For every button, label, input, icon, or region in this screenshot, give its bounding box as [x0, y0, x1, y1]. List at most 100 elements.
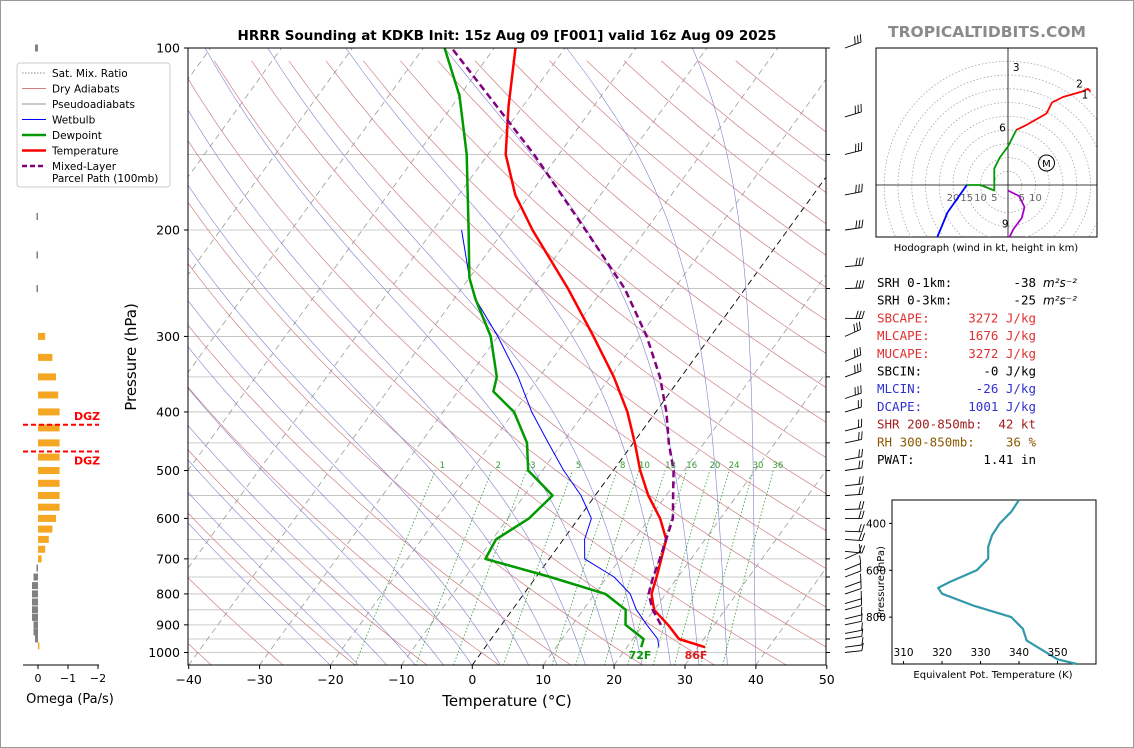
barb-staff	[844, 614, 862, 620]
barb-staff	[844, 635, 862, 640]
omega-bar	[36, 213, 38, 220]
theta-e-x-tick-label: 330	[971, 647, 991, 659]
dry-adiabat	[188, 324, 572, 665]
barb-flag	[853, 324, 856, 333]
barb-staff	[844, 392, 862, 399]
y-tick-label: 1000	[148, 645, 180, 660]
moist-adiabat	[188, 387, 444, 665]
barb-flag	[855, 184, 857, 193]
barb-flag	[858, 544, 861, 553]
mixing-ratio-line	[551, 470, 618, 665]
barb-flag	[861, 524, 865, 532]
wind-barb	[844, 363, 862, 378]
index-value: 36 %	[1006, 434, 1037, 449]
skewt-axes: −40 −30 −20 −10 0 10 20 30 40 50 100 200 300 400 500 60…	[122, 41, 835, 711]
y-tick-label: 200	[156, 222, 180, 237]
mixing-ratio-line	[354, 470, 436, 665]
theta-e-x-tick-label: 340	[1009, 647, 1029, 659]
omega-axis-label: Omega (Pa/s)	[26, 692, 114, 707]
barb-flag	[858, 476, 861, 485]
wind-barb	[844, 460, 864, 471]
wind-barb	[844, 385, 862, 399]
isotherm-line	[400, 78, 826, 665]
wind-barb	[844, 637, 864, 648]
wind-barb	[844, 219, 864, 231]
theta-e-x-tick-label: 310	[894, 647, 914, 659]
barb-flag	[858, 449, 860, 458]
y-tick-label: 700	[156, 551, 180, 566]
moist-adiabat	[188, 459, 388, 665]
barb-flag	[858, 257, 861, 266]
isotherm-line	[188, 48, 424, 374]
mixing-ratio-line	[700, 470, 754, 665]
omega-bar	[32, 606, 38, 614]
moist-adiabat	[692, 48, 756, 665]
dry-adiabat	[363, 60, 826, 458]
omega-bar	[32, 598, 38, 606]
omega-bar	[36, 564, 38, 572]
barb-staff	[844, 406, 862, 413]
wind-barb	[844, 523, 865, 533]
barb-flag	[858, 310, 862, 319]
isotherm-line	[188, 48, 637, 665]
theta-e-y-tick-label: 400	[866, 518, 886, 530]
hodograph-trace	[1081, 87, 1092, 93]
barb-flag	[858, 220, 861, 229]
mixing-ratio-line	[415, 470, 493, 665]
index-label: SBCAPE:	[877, 310, 930, 325]
theta-e-plot-area	[891, 499, 1097, 665]
x-tick-label: −30	[246, 672, 272, 687]
hodograph-height-label: 3	[1013, 62, 1020, 74]
index-label: MUCAPE:	[877, 346, 930, 361]
mixing-ratio-line	[575, 470, 640, 665]
legend-label: Pseudoadiabats	[52, 99, 135, 111]
wind-barb	[844, 310, 865, 320]
mixing-ratio-label: 36	[772, 461, 783, 471]
index-value: 1676 J/kg	[968, 328, 1036, 343]
omega-bar	[32, 613, 38, 621]
x-tick-label: 20	[606, 672, 622, 687]
dry-adiabat	[511, 60, 826, 321]
wind-barb	[844, 257, 864, 268]
barb-flag	[858, 280, 862, 289]
hodograph-ring-label: 10	[974, 193, 987, 204]
mixing-ratio-label: 5	[576, 461, 581, 471]
x-tick-label: −20	[317, 672, 343, 687]
sounding-indices: SRH 0-1km: -38 m²s⁻² SRH 0-3km: -25 m²s⁻² SBCA…	[877, 275, 1077, 467]
wind-barb	[844, 183, 863, 196]
index-value: 3272 J/kg	[968, 346, 1036, 361]
omega-bar	[38, 535, 49, 543]
y-tick-label: 600	[156, 511, 180, 526]
moist-adiabat	[188, 246, 529, 665]
mixing-ratio-label: 24	[729, 461, 740, 471]
index-value: -25	[1013, 293, 1036, 308]
mixing-ratio-line	[674, 470, 730, 665]
omega-bar	[38, 555, 42, 563]
wind-barb	[844, 500, 865, 510]
omega-bar	[38, 642, 40, 650]
mixing-ratio-label: 1	[440, 461, 445, 471]
theta-e-y-tick-label: 800	[866, 612, 886, 624]
skewt-background-lines	[188, 48, 826, 665]
hodograph-ring-label: 20	[947, 193, 960, 204]
barb-staff	[844, 456, 862, 461]
barb-flag	[858, 431, 860, 441]
index-unit: m²s⁻²	[1043, 294, 1077, 308]
omega-bar	[35, 635, 38, 643]
omega-bar	[38, 479, 60, 487]
barb-flag	[861, 637, 864, 646]
mixing-ratio-label: 13	[665, 461, 676, 471]
hodograph-height-label: 9	[1002, 219, 1009, 231]
x-tick-label: 10	[535, 672, 551, 687]
barb-staff	[844, 41, 862, 49]
surface-temperature-label: 86F	[685, 649, 708, 662]
index-label: SHR 200-850mb:	[877, 417, 982, 432]
mixing-ratio-label: 10	[639, 461, 650, 471]
wind-barb	[844, 622, 863, 634]
barb-flag	[858, 532, 863, 541]
omega-bar	[33, 628, 38, 636]
barb-flag	[861, 257, 864, 266]
omega-bar	[38, 514, 56, 522]
mixing-ratio-label: 2	[496, 461, 501, 471]
